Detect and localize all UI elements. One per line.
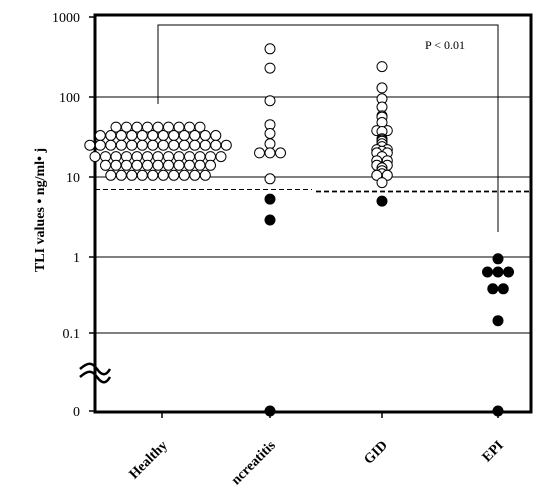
- data-point-open: [168, 169, 180, 181]
- data-point-open: [89, 151, 101, 163]
- data-point-open: [115, 139, 127, 151]
- data-point-open: [115, 169, 127, 181]
- data-point-open: [376, 61, 388, 73]
- data-point-open: [126, 139, 138, 151]
- data-point-open: [199, 130, 211, 141]
- y-tick-label: 1: [73, 251, 80, 266]
- data-point-open: [173, 159, 185, 171]
- data-point-open: [115, 130, 127, 141]
- x-category-label: GID: [362, 438, 391, 467]
- data-point-open: [100, 159, 111, 171]
- data-point-open: [205, 159, 216, 171]
- data-point-open: [157, 139, 169, 151]
- data-point-open: [264, 43, 276, 55]
- data-point-filled: [264, 214, 276, 226]
- data-point-open: [215, 151, 227, 163]
- y-tick-label: 10: [66, 171, 80, 186]
- data-point-open: [168, 130, 180, 141]
- y-tick-label: 100: [59, 91, 80, 106]
- y-axis-label: TLI values • ng/ml• j: [33, 148, 48, 272]
- x-category-label: EPI: [480, 438, 507, 465]
- data-point-open: [199, 169, 211, 181]
- data-point-open: [178, 130, 190, 141]
- data-point-open: [210, 130, 222, 141]
- data-point-open: [264, 95, 276, 107]
- data-point-open: [264, 173, 276, 185]
- data-point-open: [136, 139, 148, 151]
- data-point-open: [94, 130, 106, 141]
- data-point-filled: [503, 266, 514, 278]
- data-point-open: [126, 169, 138, 181]
- data-point-open: [110, 159, 122, 171]
- data-point-open: [264, 147, 276, 159]
- data-point-open: [168, 139, 180, 151]
- data-point-open: [210, 139, 222, 151]
- data-point-open: [105, 139, 117, 151]
- axis-break-symbol: [79, 362, 112, 384]
- data-point-open: [275, 147, 286, 159]
- data-point-open: [136, 130, 148, 141]
- data-point-open: [147, 130, 159, 141]
- data-point-open: [152, 159, 164, 171]
- data-point-open: [121, 159, 132, 171]
- data-point-open: [105, 130, 117, 141]
- data-point-filled: [487, 283, 499, 295]
- data-point-open: [220, 139, 232, 151]
- data-point-open: [194, 159, 206, 171]
- data-point-filled: [497, 283, 509, 295]
- data-point-open: [163, 159, 174, 171]
- data-point-filled: [264, 193, 276, 205]
- data-point-open: [105, 169, 117, 181]
- data-point-open: [254, 147, 265, 159]
- data-point-open: [126, 130, 138, 141]
- data-point-filled: [492, 315, 504, 327]
- y-tick-label: 0: [73, 405, 80, 420]
- data-point-open: [376, 82, 388, 94]
- data-point-open: [184, 159, 195, 171]
- data-point-open: [264, 138, 276, 150]
- data-point-filled: [376, 195, 388, 207]
- data-point-filled: [492, 405, 504, 417]
- y-tick-label: 0.1: [63, 327, 81, 342]
- data-point-open: [199, 139, 211, 151]
- x-category-label: ncreatitis: [229, 438, 279, 488]
- data-point-open: [194, 121, 206, 133]
- significance-bracket: [157, 24, 499, 232]
- data-point-open: [157, 130, 169, 141]
- data-point-open: [84, 139, 96, 151]
- p-value-annotation: P < 0.01: [425, 38, 465, 52]
- data-point-open: [94, 139, 106, 151]
- data-point-open: [189, 169, 201, 181]
- data-point-open: [142, 159, 153, 171]
- data-point-open: [376, 177, 388, 189]
- data-point-open: [131, 159, 143, 171]
- data-point-open: [178, 139, 190, 151]
- x-category-label: Healthy: [127, 438, 171, 482]
- data-point-open: [189, 130, 201, 141]
- data-point-filled: [482, 266, 493, 278]
- data-point-filled: [492, 266, 504, 278]
- data-point-open: [147, 169, 159, 181]
- data-point-filled: [264, 405, 276, 417]
- data-point-open: [136, 169, 148, 181]
- data-point-open: [264, 62, 276, 74]
- y-tick-label: 1000: [52, 11, 80, 26]
- data-point-open: [147, 139, 159, 151]
- data-point-filled: [492, 253, 504, 265]
- data-point-open: [264, 128, 276, 139]
- data-point-open: [189, 139, 201, 151]
- data-point-open: [178, 169, 190, 181]
- plot-frame: [93, 13, 533, 414]
- data-point-open: [157, 169, 169, 181]
- data-point-open: [381, 169, 393, 181]
